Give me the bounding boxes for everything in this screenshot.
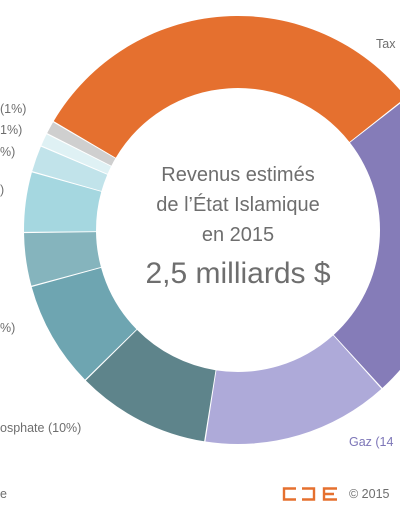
donut-slice-10 — [47, 122, 116, 166]
center-line-2: de l’État Islamique — [156, 193, 319, 216]
slice-label-10: (1%) — [0, 102, 26, 116]
donut-slice-9 — [41, 134, 111, 174]
donut-slice-4 — [85, 329, 216, 442]
donut-slice-5 — [31, 267, 137, 380]
slice-label-9: 1%) — [0, 123, 22, 137]
copyright: © 2015 — [349, 487, 390, 501]
slice-label-5: %) — [0, 321, 15, 335]
slice-label-4: osphate (10%) — [0, 421, 81, 435]
donut-slice-2 — [333, 103, 400, 388]
slice-labels: Tax Gaz (14 osphate (10%)%))%) 1%) (1%) — [0, 37, 396, 449]
donut-slice-8 — [32, 146, 108, 191]
donut-slice-6 — [24, 232, 101, 286]
source-note: e — [0, 487, 7, 501]
center-text: Revenus estimés de l’État Islamique en 2… — [145, 164, 330, 290]
total-label: 2,5 milliards $ — [145, 257, 330, 290]
center-line-1: Revenus estimés — [161, 164, 314, 186]
donut-hole — [96, 88, 380, 372]
donut-slice-1 — [53, 16, 400, 158]
center-line-3: en 2015 — [202, 224, 274, 246]
slice-label-7: ) — [0, 183, 4, 197]
donut-slices — [24, 16, 400, 444]
donut-slice-7 — [24, 172, 102, 232]
slice-label-1: Tax — [376, 37, 396, 51]
donut-slice-3 — [205, 335, 382, 444]
slice-label-3: Gaz (14 — [349, 435, 394, 449]
slice-label-8: %) — [0, 145, 15, 159]
cde-logo — [282, 487, 337, 501]
